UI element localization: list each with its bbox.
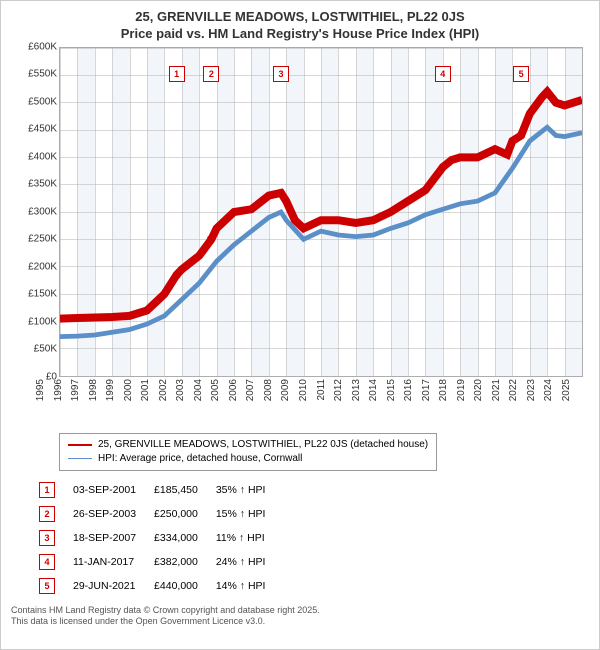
sale-dot-1 bbox=[173, 271, 181, 279]
sale-price: £334,000 bbox=[146, 527, 206, 549]
sale-price: £250,000 bbox=[146, 503, 206, 525]
sale-index-box: 2 bbox=[39, 506, 55, 522]
sale-marker-4: 4 bbox=[435, 66, 451, 82]
sale-index-box: 4 bbox=[39, 554, 55, 570]
title-line1: 25, GRENVILLE MEADOWS, LOSTWITHIEL, PL22… bbox=[11, 9, 589, 26]
chart-svg bbox=[60, 48, 582, 376]
sale-price: £185,450 bbox=[146, 479, 206, 501]
footnote-line2: This data is licensed under the Open Gov… bbox=[11, 616, 589, 628]
y-tick-label: £350K bbox=[11, 179, 57, 190]
y-tick-label: £300K bbox=[11, 206, 57, 217]
series-line bbox=[60, 92, 582, 319]
sale-dot-4 bbox=[439, 163, 447, 171]
sale-marker-3: 3 bbox=[273, 66, 289, 82]
sale-index-box: 1 bbox=[39, 482, 55, 498]
sale-price: £382,000 bbox=[146, 551, 206, 573]
sale-date: 11-JAN-2017 bbox=[65, 551, 144, 573]
table-row: 5 29-JUN-2021 £440,000 14% ↑ HPI bbox=[31, 575, 273, 597]
y-tick-label: £500K bbox=[11, 96, 57, 107]
sale-pct: 14% ↑ HPI bbox=[208, 575, 274, 597]
sale-pct: 15% ↑ HPI bbox=[208, 503, 274, 525]
plot-area: 1 2 3 4 5 bbox=[59, 47, 583, 377]
series-line bbox=[60, 127, 582, 336]
legend-swatch bbox=[68, 444, 92, 446]
chart-area: 12345 £0£50K£100K£150K£200K£250K£300K£35… bbox=[11, 47, 589, 427]
sale-pct: 24% ↑ HPI bbox=[208, 551, 274, 573]
legend-item: 25, GRENVILLE MEADOWS, LOSTWITHIEL, PL22… bbox=[68, 438, 428, 452]
y-tick-label: £150K bbox=[11, 289, 57, 300]
legend-label: 25, GRENVILLE MEADOWS, LOSTWITHIEL, PL22… bbox=[98, 438, 428, 452]
y-tick-label: £50K bbox=[11, 344, 57, 355]
chart-container: 25, GRENVILLE MEADOWS, LOSTWITHIEL, PL22… bbox=[0, 0, 600, 650]
y-tick-label: £450K bbox=[11, 124, 57, 135]
y-tick-label: £600K bbox=[11, 41, 57, 52]
sale-pct: 11% ↑ HPI bbox=[208, 527, 274, 549]
legend-label: HPI: Average price, detached house, Corn… bbox=[98, 452, 302, 466]
sale-dot-3 bbox=[277, 189, 285, 197]
sale-date: 03-SEP-2001 bbox=[65, 479, 144, 501]
sale-dot-2 bbox=[207, 235, 215, 243]
sale-marker-5: 5 bbox=[513, 66, 529, 82]
table-row: 2 26-SEP-2003 £250,000 15% ↑ HPI bbox=[31, 503, 273, 525]
chart-title: 25, GRENVILLE MEADOWS, LOSTWITHIEL, PL22… bbox=[11, 9, 589, 43]
sale-price: £440,000 bbox=[146, 575, 206, 597]
sale-dot-5 bbox=[517, 131, 525, 139]
footnote-line1: Contains HM Land Registry data © Crown c… bbox=[11, 605, 589, 617]
sale-date: 29-JUN-2021 bbox=[65, 575, 144, 597]
y-tick-label: £250K bbox=[11, 234, 57, 245]
title-line2: Price paid vs. HM Land Registry's House … bbox=[11, 26, 589, 43]
legend-item: HPI: Average price, detached house, Corn… bbox=[68, 452, 428, 466]
sale-index-box: 3 bbox=[39, 530, 55, 546]
sale-date: 26-SEP-2003 bbox=[65, 503, 144, 525]
sale-marker-1: 1 bbox=[169, 66, 185, 82]
table-row: 1 03-SEP-2001 £185,450 35% ↑ HPI bbox=[31, 479, 273, 501]
footnote: Contains HM Land Registry data © Crown c… bbox=[11, 605, 589, 628]
table-row: 3 18-SEP-2007 £334,000 11% ↑ HPI bbox=[31, 527, 273, 549]
y-tick-label: £550K bbox=[11, 69, 57, 80]
legend: 25, GRENVILLE MEADOWS, LOSTWITHIEL, PL22… bbox=[59, 433, 437, 471]
y-tick-label: £100K bbox=[11, 316, 57, 327]
table-row: 4 11-JAN-2017 £382,000 24% ↑ HPI bbox=[31, 551, 273, 573]
x-tick-label: 2025 bbox=[561, 379, 600, 401]
sale-marker-2: 2 bbox=[203, 66, 219, 82]
sale-date: 18-SEP-2007 bbox=[65, 527, 144, 549]
sale-index-box: 5 bbox=[39, 578, 55, 594]
legend-swatch bbox=[68, 458, 92, 459]
y-tick-label: £400K bbox=[11, 151, 57, 162]
y-tick-label: £200K bbox=[11, 261, 57, 272]
sales-table: 1 03-SEP-2001 £185,450 35% ↑ HPI2 26-SEP… bbox=[29, 477, 275, 599]
sale-pct: 35% ↑ HPI bbox=[208, 479, 274, 501]
